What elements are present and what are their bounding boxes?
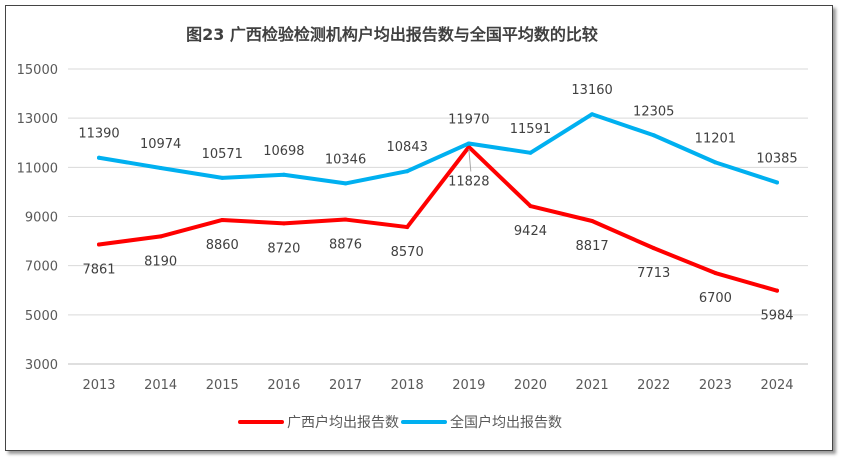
guangxi-data-point	[651, 246, 656, 251]
national-data-point	[775, 180, 779, 185]
data-label: 11591	[510, 122, 551, 137]
data-label: 11390	[78, 127, 119, 142]
data-label: 8876	[329, 238, 362, 253]
y-tick-label: 15000	[17, 63, 58, 78]
data-label: 12305	[633, 104, 674, 119]
data-label: 10571	[202, 147, 243, 162]
legend-label: 广西户均出报告数	[287, 414, 399, 431]
chart-title: 图23 广西检验检测机构户均出报告数与全国平均数的比较	[186, 25, 598, 44]
guangxi-data-point	[343, 217, 348, 222]
chart-frame	[5, 5, 833, 451]
y-tick-label: 7000	[25, 260, 58, 275]
data-label-leader	[468, 148, 472, 172]
x-tick-label: 2015	[206, 378, 239, 393]
x-tick-label: 2022	[637, 378, 670, 393]
x-tick-label: 2013	[82, 378, 115, 393]
data-label: 5984	[760, 309, 793, 324]
data-label: 6700	[699, 291, 732, 306]
x-tick-label: 2021	[576, 378, 609, 393]
x-tick-label: 2014	[144, 378, 177, 393]
data-label: 10346	[325, 152, 366, 167]
x-tick-label: 2020	[514, 378, 547, 393]
x-tick-label: 2024	[760, 378, 793, 393]
national-data-point	[651, 133, 656, 138]
guangxi-data-point	[528, 204, 533, 209]
national-data-point	[281, 172, 286, 177]
guangxi-data-point	[97, 242, 101, 247]
guangxi-data-point	[590, 218, 595, 223]
guangxi-data-point	[405, 225, 410, 230]
guangxi-data-point	[775, 288, 779, 293]
x-tick-label: 2019	[452, 378, 485, 393]
y-tick-label: 3000	[25, 358, 58, 373]
data-label: 10974	[140, 137, 181, 152]
y-tick-label: 5000	[25, 309, 58, 324]
national-data-point	[220, 175, 225, 180]
national-data-point	[528, 150, 533, 155]
data-label: 8190	[144, 254, 177, 269]
guangxi-series-line	[97, 144, 779, 293]
y-tick-label: 9000	[25, 211, 58, 226]
x-tick-label: 2016	[267, 378, 300, 393]
y-tick-label: 13000	[17, 112, 58, 127]
data-label: 11970	[448, 112, 489, 127]
data-label: 8720	[267, 241, 300, 256]
guangxi-data-point	[220, 217, 225, 222]
data-label: 7861	[82, 263, 115, 278]
data-label: 8570	[391, 245, 424, 260]
y-tick-label: 11000	[17, 161, 58, 176]
guangxi-data-point	[713, 271, 718, 276]
data-label: 8860	[206, 238, 239, 253]
x-tick-label: 2017	[329, 378, 362, 393]
data-label: 11828	[448, 174, 489, 189]
data-label: 13160	[571, 83, 612, 98]
x-tick-label: 2023	[699, 378, 732, 393]
data-label: 9424	[514, 224, 547, 239]
national-data-point	[590, 112, 595, 117]
national-series-line	[97, 112, 779, 186]
national-data-point	[97, 155, 101, 160]
national-data-point	[343, 181, 348, 186]
x-tick-label: 2018	[391, 378, 424, 393]
data-label: 11201	[695, 131, 736, 146]
data-label: 10385	[756, 151, 797, 166]
guangxi-data-point	[158, 234, 163, 239]
national-data-point	[713, 160, 718, 165]
national-data-point	[466, 141, 471, 146]
legend-label: 全国户均出报告数	[450, 414, 562, 431]
national-data-point	[405, 169, 410, 174]
data-label: 10843	[387, 140, 428, 155]
national-data-point	[158, 165, 163, 170]
data-label: 7713	[637, 266, 670, 281]
data-label: 10698	[263, 144, 304, 159]
data-label: 8817	[576, 239, 609, 254]
guangxi-data-point	[281, 221, 286, 226]
